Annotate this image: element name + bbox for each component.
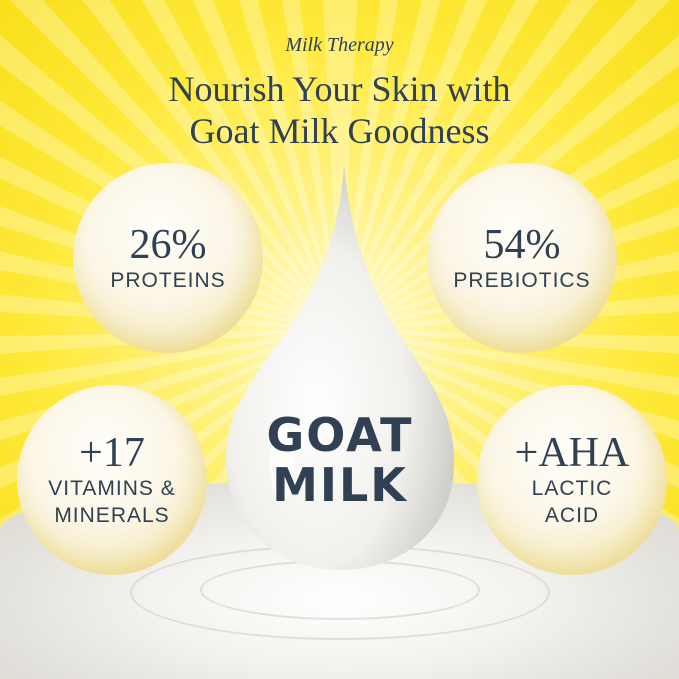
bubble-vitamins: +17 VITAMINS & MINERALS: [17, 385, 207, 575]
bubble-value: +17: [79, 430, 145, 476]
drop-label-line: GOAT: [266, 408, 414, 462]
headline-line: Nourish Your Skin with: [168, 69, 511, 109]
drop-label-line: MILK: [272, 458, 408, 512]
bubble-label: PROTEINS: [110, 268, 226, 292]
bubble-label: LACTIC: [531, 477, 613, 500]
bubble-value: +AHA: [514, 430, 630, 476]
bubble-label: ACID: [544, 504, 600, 527]
bubble-label: PREBIOTICS: [453, 268, 591, 292]
drop-label: GOAT MILK: [222, 410, 458, 510]
bubble-proteins: 26% PROTEINS: [73, 163, 263, 353]
bubble-prebiotics: 54% PREBIOTICS: [427, 163, 617, 353]
milk-drop-illustration: [225, 164, 455, 570]
headline-line: Goat Milk Goodness: [189, 111, 490, 151]
bubble-value: 26%: [129, 221, 207, 268]
bubble-label: VITAMINS &: [48, 477, 176, 500]
page-title: Nourish Your Skin with Goat Milk Goodnes…: [0, 68, 679, 152]
bubble-aha: +AHA LACTIC ACID: [477, 385, 667, 575]
bubble-value: 54%: [483, 221, 561, 268]
bubble-label: MINERALS: [54, 504, 170, 527]
brand-name: Milk Therapy: [285, 34, 394, 56]
